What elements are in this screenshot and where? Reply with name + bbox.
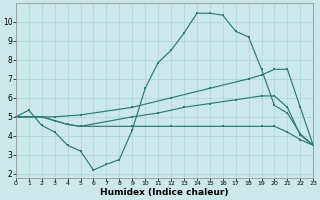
- X-axis label: Humidex (Indice chaleur): Humidex (Indice chaleur): [100, 188, 229, 197]
